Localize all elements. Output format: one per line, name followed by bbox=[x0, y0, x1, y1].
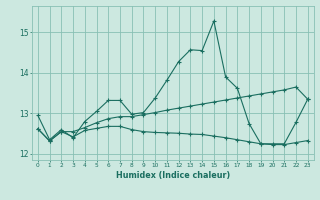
X-axis label: Humidex (Indice chaleur): Humidex (Indice chaleur) bbox=[116, 171, 230, 180]
